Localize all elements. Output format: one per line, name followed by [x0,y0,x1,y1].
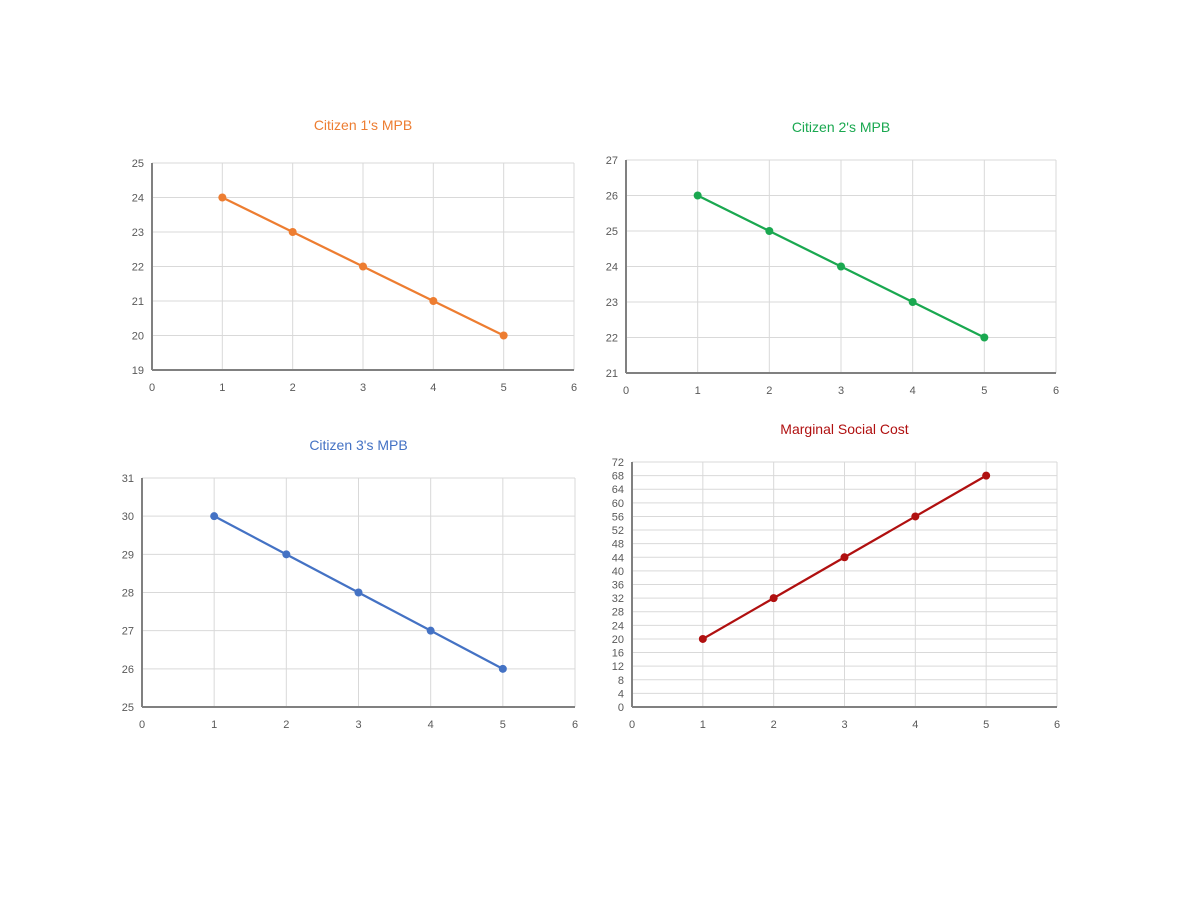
svg-text:27: 27 [606,155,618,167]
svg-text:8: 8 [618,675,624,687]
svg-text:68: 68 [612,471,624,483]
svg-text:40: 40 [612,566,624,578]
svg-text:1: 1 [219,382,225,394]
svg-text:5: 5 [500,719,506,731]
svg-text:6: 6 [572,719,578,731]
svg-text:19: 19 [132,365,144,377]
data-point-marker [765,227,774,235]
svg-text:2: 2 [766,385,772,397]
svg-text:24: 24 [606,262,618,274]
svg-text:24: 24 [612,620,624,632]
svg-text:60: 60 [612,498,624,510]
svg-text:1: 1 [211,719,217,731]
svg-text:6: 6 [1054,719,1060,731]
svg-text:36: 36 [612,580,624,592]
svg-text:0: 0 [139,719,145,731]
svg-text:25: 25 [122,702,134,714]
svg-text:5: 5 [983,719,989,731]
svg-text:31: 31 [122,473,134,485]
svg-text:3: 3 [360,382,366,394]
svg-text:21: 21 [606,368,618,380]
svg-text:4: 4 [428,719,434,731]
data-point-marker [359,262,367,271]
svg-text:21: 21 [132,296,144,308]
svg-text:0: 0 [629,719,635,731]
svg-text:4: 4 [910,385,916,397]
svg-text:32: 32 [612,593,624,605]
svg-text:0: 0 [623,385,629,397]
svg-text:0: 0 [149,382,155,394]
svg-text:3: 3 [841,719,847,731]
svg-text:5: 5 [501,382,507,394]
data-point-marker [354,588,363,597]
svg-text:2: 2 [283,719,289,731]
svg-text:44: 44 [612,552,624,564]
data-point-marker [769,594,778,603]
data-point-marker [840,553,849,562]
data-point-marker [429,297,438,305]
svg-text:28: 28 [122,588,134,600]
svg-text:20: 20 [612,634,624,646]
svg-text:27: 27 [122,626,134,638]
svg-text:26: 26 [606,191,618,203]
svg-text:25: 25 [606,226,618,238]
chart-title: Citizen 3's MPB [309,437,408,453]
data-point-marker [837,262,845,271]
data-point-marker [218,193,227,202]
data-point-marker [282,550,291,559]
svg-text:26: 26 [122,664,134,676]
svg-text:1: 1 [700,719,706,731]
data-point-marker [210,512,219,521]
svg-text:56: 56 [612,511,624,523]
svg-text:0: 0 [618,702,624,714]
svg-text:52: 52 [612,525,624,537]
chart-title: Citizen 1's MPB [313,117,413,133]
data-point-marker [426,626,435,635]
data-point-marker [499,331,508,340]
svg-text:4: 4 [912,719,918,731]
chart-title: Marginal Social Cost [780,421,909,437]
chart-title: Citizen 2's MPB [791,119,891,135]
svg-text:6: 6 [571,382,577,394]
svg-text:64: 64 [612,484,624,496]
svg-text:6: 6 [1053,385,1059,397]
svg-text:3: 3 [838,385,844,397]
svg-text:48: 48 [612,539,624,551]
data-point-marker [693,191,702,200]
data-point-marker [908,298,917,306]
svg-text:28: 28 [612,607,624,619]
svg-text:23: 23 [606,297,618,309]
data-point-marker [980,333,989,342]
plot-area: 25 26 27 28 29 30 31 0 1 2 3 4 5 6 [122,473,578,731]
data-point-marker [288,228,297,236]
svg-text:3: 3 [355,719,361,731]
svg-text:2: 2 [771,719,777,731]
svg-text:22: 22 [132,262,144,274]
svg-text:29: 29 [122,549,134,561]
svg-text:12: 12 [612,661,624,673]
svg-text:30: 30 [122,511,134,523]
svg-text:2: 2 [290,382,296,394]
svg-text:20: 20 [132,331,144,343]
svg-text:24: 24 [132,193,144,205]
svg-text:25: 25 [132,158,144,170]
data-point-marker [698,634,707,643]
svg-text:4: 4 [618,688,624,700]
svg-text:5: 5 [981,385,987,397]
data-point-marker [982,471,991,480]
svg-text:22: 22 [606,333,618,345]
svg-text:16: 16 [612,648,624,660]
data-point-marker [498,664,507,673]
svg-text:72: 72 [612,457,624,469]
data-point-marker [911,512,920,521]
svg-text:1: 1 [695,385,701,397]
svg-text:23: 23 [132,227,144,239]
svg-text:4: 4 [430,382,436,394]
